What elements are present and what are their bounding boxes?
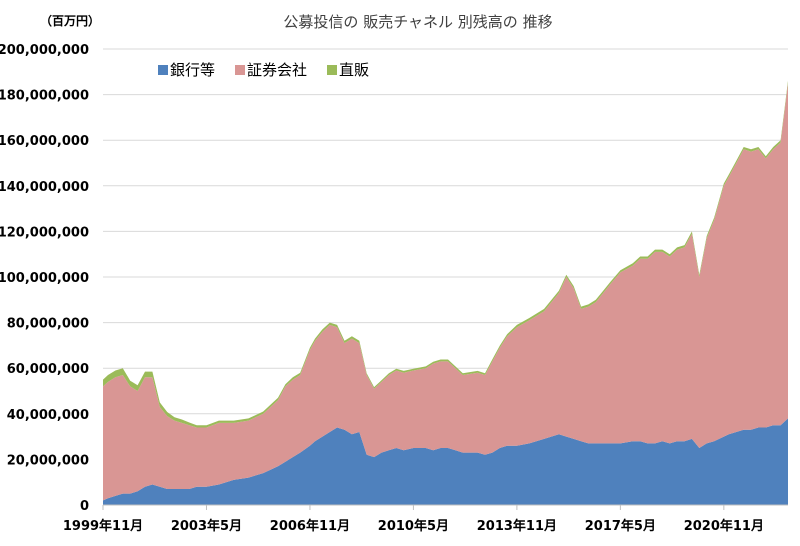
area-series-securities bbox=[103, 83, 788, 501]
y-tick-label: 140,000,000 bbox=[0, 180, 89, 195]
legend-label: 直販 bbox=[339, 61, 369, 79]
y-tick-label: 160,000,000 bbox=[0, 134, 89, 149]
x-tick-label: 2017年5月 bbox=[585, 518, 656, 534]
y-tick-label: 20,000,000 bbox=[7, 453, 89, 468]
x-tick-label: 2003年5月 bbox=[171, 518, 242, 534]
unit-label: （百万円） bbox=[40, 13, 100, 28]
area-series-banks bbox=[103, 418, 788, 505]
legend: 銀行等 証券会社 直販 bbox=[158, 61, 369, 79]
chart-title: 公募投信の 販売チャネル 別残高の 推移 bbox=[283, 13, 552, 31]
y-tick-label: 0 bbox=[80, 499, 89, 514]
x-tick-label: 2013年11月 bbox=[477, 518, 557, 534]
y-tick-label: 100,000,000 bbox=[0, 271, 89, 286]
y-tick-label: 120,000,000 bbox=[0, 225, 89, 240]
legend-label: 銀行等 bbox=[170, 61, 215, 79]
x-tick-label: 1999年11月 bbox=[63, 518, 143, 534]
x-axis: 1999年11月 2003年5月 2006年11月 2010年5月 2013年11月 20… bbox=[63, 504, 788, 534]
x-tick-label: 2006年11月 bbox=[270, 518, 350, 534]
stacked-areas bbox=[103, 80, 788, 505]
legend-swatch bbox=[235, 65, 245, 75]
x-tick-label: 2010年5月 bbox=[378, 518, 449, 534]
y-tick-label: 180,000,000 bbox=[0, 89, 89, 104]
x-tick-label: 2020年11月 bbox=[684, 518, 764, 534]
y-tick-label: 40,000,000 bbox=[7, 408, 89, 423]
y-tick-label: 200,000,000 bbox=[0, 43, 89, 58]
y-axis: 0 20,000,000 40,000,000 60,000,000 80,000,00… bbox=[0, 43, 89, 514]
y-tick-label: 60,000,000 bbox=[7, 362, 89, 377]
legend-swatch bbox=[158, 65, 168, 75]
y-tick-label: 80,000,000 bbox=[7, 317, 89, 332]
legend-label: 証券会社 bbox=[247, 61, 307, 79]
area-series-direct bbox=[103, 80, 788, 428]
legend-swatch bbox=[327, 65, 337, 75]
